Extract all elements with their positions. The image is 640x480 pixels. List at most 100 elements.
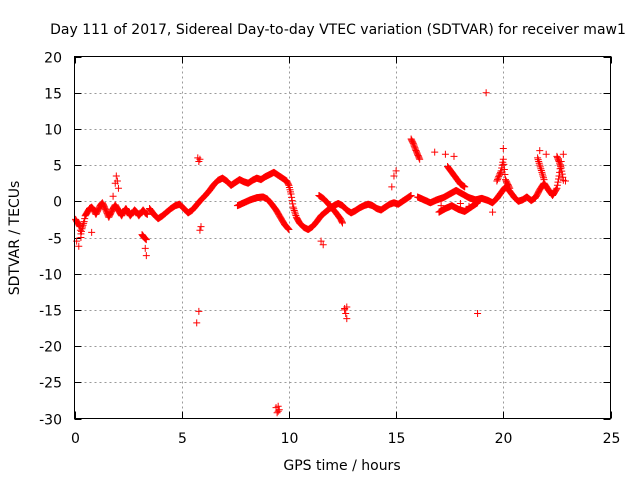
data-point [553,181,561,189]
data-point [290,205,298,213]
data-point [558,170,566,178]
data-point [143,210,151,218]
y-tick-label: -5 [48,232,62,248]
data-point [556,161,564,169]
data-point [141,244,149,252]
data-point [555,157,563,165]
data-point [474,310,482,318]
data-point [392,167,400,175]
data-point [79,221,87,229]
data-point [288,193,296,201]
data-point [339,219,346,227]
x-axis-label: GPS time / hours [283,458,400,474]
data-point [482,89,490,97]
data-point [536,147,544,155]
data-points [72,89,569,417]
y-tick-label: -10 [39,268,62,284]
data-point [534,156,542,164]
data-point [437,202,445,210]
data-point [552,185,560,193]
y-tick-label: 10 [44,123,62,139]
y-tick-label: -20 [39,340,62,356]
data-point [474,199,482,207]
data-point [196,226,204,234]
data-point [407,192,415,200]
data-point [141,234,149,242]
data-point [498,161,506,169]
data-point [142,252,150,260]
data-point [539,172,547,180]
data-point [289,200,297,208]
data-point [80,218,88,226]
data-point [505,183,513,191]
data-point [534,154,542,162]
data-point [343,303,351,311]
data-point [493,176,501,184]
data-point [555,156,563,164]
x-tick-label: 0 [71,431,80,447]
data-point [461,183,469,191]
data-point [465,202,473,210]
data-point [78,225,86,233]
y-tick-labels: -30 -25 -20 -15 -10 -5 0 5 10 15 20 [39,51,62,429]
data-point [540,176,548,184]
data-point [415,154,423,162]
data-point [493,177,501,185]
data-point [557,164,565,172]
x-tick-labels: 0 5 10 15 20 25 [71,431,620,447]
data-point [558,167,566,175]
data-point [499,155,507,163]
data-point [535,157,543,165]
data-point [499,144,507,152]
data-point [317,237,325,245]
data-point [114,184,122,192]
data-point [79,223,87,231]
data-point [342,310,350,318]
y-tick-label: -30 [39,413,62,429]
data-point [495,171,503,179]
data-point [113,177,121,185]
data-point [109,192,117,200]
y-tick-label: 0 [53,195,62,211]
data-point [289,203,297,211]
grid [74,56,611,419]
y-tick-label: 20 [44,51,62,67]
data-point [555,175,563,183]
data-point [537,165,545,173]
data-point [561,177,569,185]
y-tick-label: 5 [53,159,62,175]
data-point [554,178,562,186]
y-tick-label: -15 [39,304,62,320]
data-point [196,155,204,163]
data-point [456,199,464,207]
data-point [390,172,398,180]
data-point [537,167,545,175]
data-point [410,141,418,149]
data-point [556,159,564,167]
data-point [500,165,508,173]
data-point [285,226,293,234]
data-point [559,173,567,181]
data-point [291,210,299,218]
data-point [553,184,561,192]
data-point [291,208,299,216]
axis-ticks [74,56,612,420]
data-point [497,168,505,176]
x-tick-label: 5 [178,431,187,447]
data-point [431,148,439,156]
data-point [495,173,503,181]
data-point [77,234,85,241]
data-point [489,208,497,216]
data-point [494,174,502,182]
data-point [450,152,458,160]
data-point [497,167,505,175]
data-point [142,236,150,244]
data-point [536,161,544,169]
data-point [290,206,298,214]
data-point [506,184,514,192]
data-point [288,197,296,205]
data-point [555,172,563,180]
data-point [388,183,396,191]
data-point [284,224,292,232]
data-point [557,162,565,170]
